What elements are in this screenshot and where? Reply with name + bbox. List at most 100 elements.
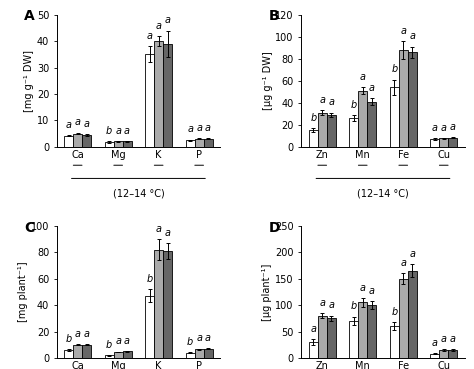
Bar (82, 135, 91, 147)
Bar (318, 316, 327, 358)
Text: b: b (65, 334, 72, 344)
Text: a: a (360, 72, 366, 82)
Text: a: a (369, 286, 374, 296)
Text: a: a (75, 117, 81, 127)
Text: a: a (75, 329, 81, 339)
Text: b: b (310, 113, 317, 123)
Bar (64, 136, 73, 147)
Bar (439, 138, 448, 147)
Text: a: a (147, 31, 153, 41)
Bar (309, 130, 318, 147)
Bar (123, 351, 131, 358)
Text: (12–14 °C): (12–14 °C) (357, 189, 409, 199)
Bar (114, 141, 123, 147)
Text: b: b (187, 337, 193, 347)
Text: b: b (351, 301, 357, 311)
Text: a: a (409, 31, 415, 41)
Y-axis label: [mg g⁻¹ DW]: [mg g⁻¹ DW] (24, 50, 34, 112)
Text: a: a (441, 334, 447, 344)
Bar (123, 141, 131, 147)
Text: a: a (432, 123, 438, 133)
Bar (349, 321, 358, 358)
Text: C: C (24, 221, 35, 235)
Text: b: b (391, 307, 398, 317)
Bar (448, 138, 457, 147)
Text: b: b (106, 126, 112, 136)
Text: a: a (155, 21, 162, 31)
Bar (408, 271, 417, 358)
Bar (430, 139, 439, 147)
Bar (186, 140, 195, 147)
Bar (154, 250, 163, 358)
Text: a: a (400, 258, 406, 268)
Text: b: b (146, 274, 153, 284)
Text: a: a (319, 95, 325, 105)
Text: B: B (269, 10, 280, 24)
Text: a: a (187, 124, 193, 134)
Text: b: b (106, 339, 112, 349)
Y-axis label: [mg plant⁻¹]: [mg plant⁻¹] (18, 262, 28, 322)
Bar (399, 279, 408, 358)
Text: a: a (319, 298, 325, 308)
Text: A: A (24, 10, 35, 24)
Bar (390, 87, 399, 147)
Text: a: a (432, 338, 438, 348)
Text: a: a (164, 15, 171, 25)
Bar (163, 44, 172, 147)
Text: b: b (391, 64, 398, 75)
Bar (327, 318, 336, 358)
Bar (163, 251, 172, 358)
Text: a: a (400, 26, 406, 36)
Text: a: a (310, 324, 316, 334)
Text: a: a (441, 123, 447, 133)
Text: a: a (360, 283, 366, 293)
Bar (82, 345, 91, 358)
Bar (408, 52, 417, 147)
Text: a: a (83, 329, 90, 339)
Y-axis label: [μg plant⁻¹]: [μg plant⁻¹] (263, 263, 273, 321)
Text: a: a (124, 126, 130, 136)
Bar (204, 349, 212, 358)
Bar (430, 354, 439, 358)
Bar (195, 139, 204, 147)
Bar (73, 134, 82, 147)
Bar (146, 54, 154, 147)
Text: a: a (83, 119, 90, 129)
Text: a: a (66, 120, 72, 130)
Bar (105, 355, 114, 358)
Bar (114, 352, 123, 358)
Bar (448, 350, 457, 358)
Text: a: a (196, 123, 202, 133)
Bar (358, 303, 367, 358)
Bar (367, 101, 376, 147)
Bar (154, 41, 163, 147)
Bar (439, 350, 448, 358)
Bar (390, 326, 399, 358)
Bar (349, 118, 358, 147)
Text: a: a (115, 126, 121, 136)
Text: (12–14 °C): (12–14 °C) (112, 189, 164, 199)
Bar (186, 353, 195, 358)
Text: D: D (269, 221, 280, 235)
Bar (367, 305, 376, 358)
Bar (146, 296, 154, 358)
Text: a: a (450, 122, 456, 132)
Bar (309, 342, 318, 358)
Text: a: a (328, 97, 334, 107)
Text: a: a (450, 334, 456, 344)
Bar (105, 142, 114, 147)
Text: a: a (409, 249, 415, 259)
Bar (327, 115, 336, 147)
Text: a: a (205, 123, 211, 133)
Legend: Ctrl, ZnMnSeed, +Si: Ctrl, ZnMnSeed, +Si (67, 223, 210, 241)
Text: a: a (369, 83, 374, 93)
Text: b: b (351, 100, 357, 110)
Text: a: a (328, 300, 334, 310)
Text: a: a (196, 334, 202, 344)
Legend: Ctrl, ZnMnSeed, +Si: Ctrl, ZnMnSeed, +Si (311, 223, 455, 241)
Text: a: a (115, 336, 121, 346)
Bar (318, 113, 327, 147)
Bar (73, 345, 82, 358)
Bar (358, 91, 367, 147)
Bar (195, 349, 204, 358)
